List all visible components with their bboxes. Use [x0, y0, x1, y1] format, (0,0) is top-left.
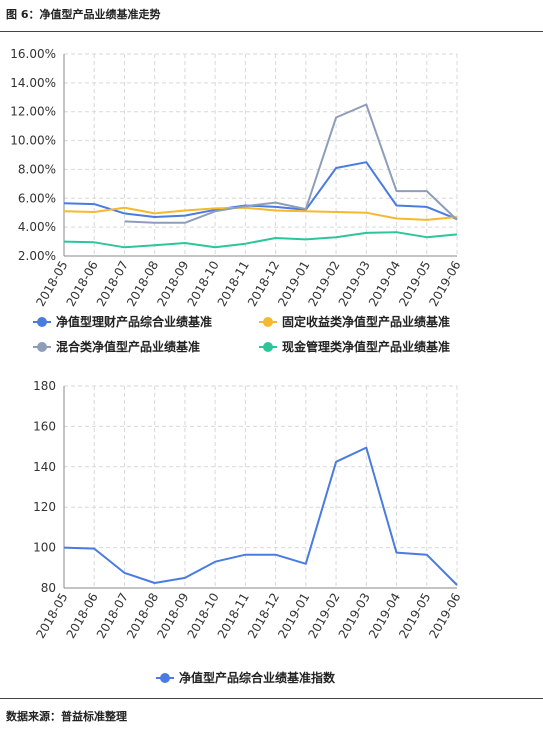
y-tick-label: 10.00% — [10, 134, 56, 148]
legend-marker — [37, 317, 47, 327]
y-tick-label: 14.00% — [10, 76, 56, 90]
legend-marker — [263, 317, 273, 327]
legend-marker — [263, 342, 273, 352]
y-tick-label: 80 — [41, 581, 56, 595]
legend-label: 现金管理类净值型产品业绩基准 — [282, 339, 450, 354]
y-tick-label: 140 — [33, 460, 56, 474]
y-tick-label: 16.00% — [10, 47, 56, 61]
figure-title: 图 6：净值型产品业绩基准走势 — [6, 8, 161, 21]
top-rule — [0, 31, 543, 32]
y-tick-label: 180 — [33, 379, 56, 393]
series-line-4 — [63, 231, 458, 249]
series-line-2 — [63, 206, 458, 221]
legend-marker — [37, 342, 47, 352]
source-note: 数据来源：普益标准整理 — [6, 710, 127, 723]
legend-label: 固定收益类净值型产品业绩基准 — [282, 314, 450, 329]
y-tick-label: 12.00% — [10, 105, 56, 119]
bottom-rule — [0, 698, 543, 699]
y-tick-label: 6.00% — [18, 191, 56, 205]
y-tick-label: 2.00% — [18, 249, 56, 263]
legend-label: 净值型理财产品综合业绩基准 — [56, 314, 212, 329]
series-line-1 — [63, 446, 458, 586]
series-line-1 — [63, 161, 458, 221]
legend-label: 混合类净值型产品业绩基准 — [56, 339, 200, 354]
chart-2: 801001201401601802018-052018-062018-0720… — [33, 379, 464, 685]
legend-label: 净值型产品综合业绩基准指数 — [179, 670, 336, 685]
y-tick-label: 100 — [33, 541, 56, 555]
y-tick-label: 4.00% — [18, 220, 56, 234]
series-line-3 — [124, 103, 458, 224]
legend-marker — [160, 673, 170, 683]
y-tick-label: 120 — [33, 500, 56, 514]
y-tick-label: 8.00% — [18, 162, 56, 176]
y-tick-label: 160 — [33, 419, 56, 433]
chart-1: 2.00% 4.00% 6.00% 8.00% 10.00% 12.00% 14.00% 16… — [10, 47, 463, 354]
